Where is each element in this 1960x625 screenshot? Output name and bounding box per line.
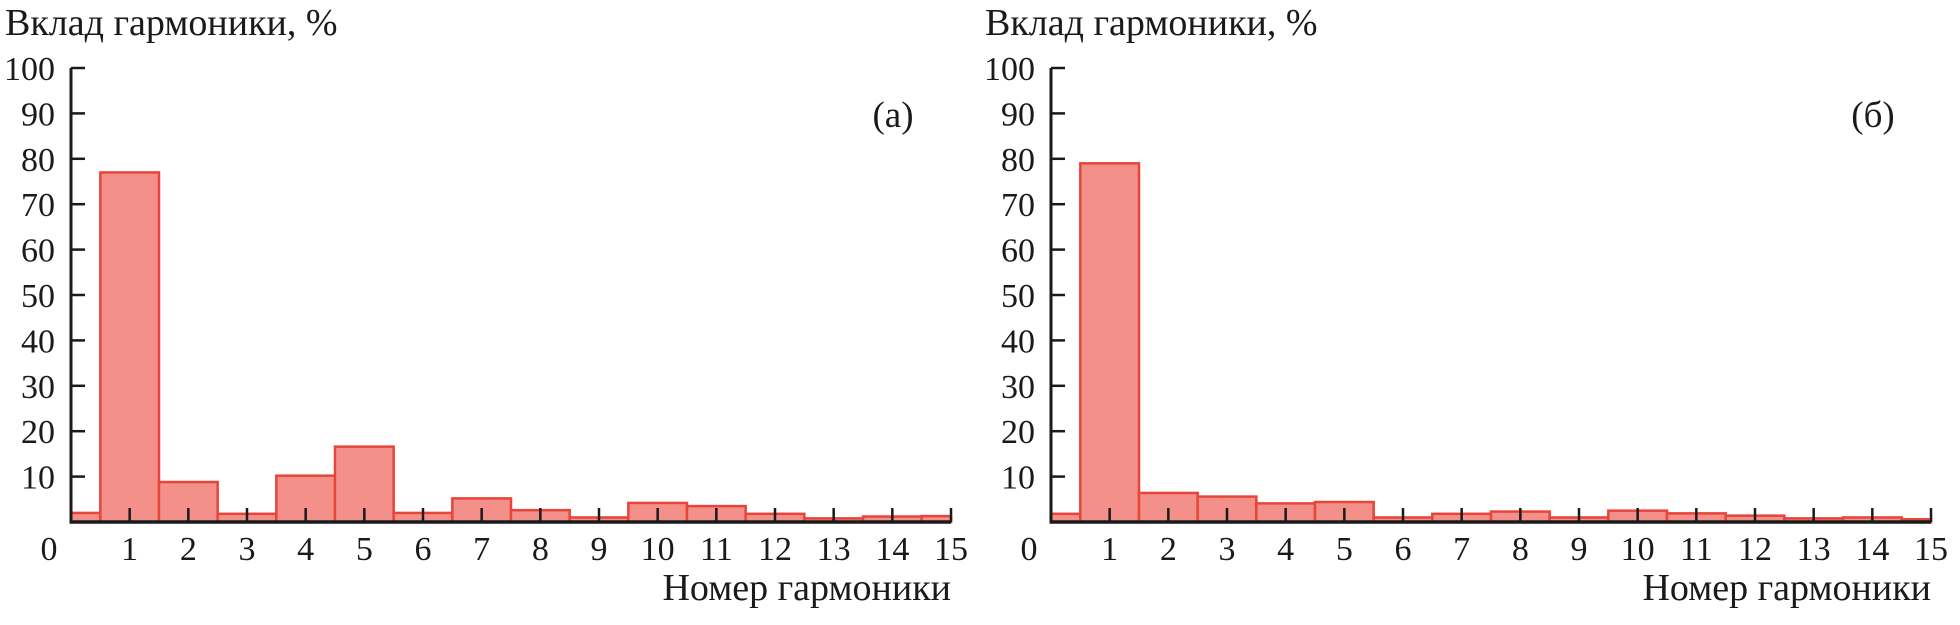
- svg-text:4: 4: [297, 531, 314, 568]
- svg-text:30: 30: [21, 369, 55, 406]
- svg-text:80: 80: [1001, 142, 1035, 179]
- svg-text:13: 13: [1797, 531, 1831, 568]
- svg-text:80: 80: [21, 142, 55, 179]
- svg-text:1: 1: [1101, 531, 1118, 568]
- svg-text:100: 100: [4, 51, 55, 88]
- svg-text:6: 6: [1395, 531, 1412, 568]
- svg-text:0: 0: [1021, 531, 1038, 568]
- svg-text:5: 5: [356, 531, 373, 568]
- svg-text:11: 11: [1680, 531, 1713, 568]
- svg-text:15: 15: [1914, 531, 1948, 568]
- svg-text:0: 0: [41, 531, 58, 568]
- svg-text:8: 8: [532, 531, 549, 568]
- svg-text:11: 11: [700, 531, 733, 568]
- svg-text:5: 5: [1336, 531, 1353, 568]
- svg-text:10: 10: [1001, 460, 1035, 497]
- svg-text:14: 14: [875, 531, 909, 568]
- panel-label-b: (б): [1851, 95, 1895, 136]
- svg-text:50: 50: [21, 278, 55, 315]
- svg-text:14: 14: [1855, 531, 1889, 568]
- svg-text:30: 30: [1001, 369, 1035, 406]
- svg-text:40: 40: [21, 323, 55, 360]
- svg-text:12: 12: [758, 531, 792, 568]
- y-axis-title-b: Вклад гармоники, %: [985, 2, 1318, 44]
- panel-b: 10 20 30 40 50 60 70 80 90 100 0 1 2 3 4 5 6 7 8 9 10 11 12 13 1…: [980, 0, 1960, 625]
- svg-text:15: 15: [934, 531, 968, 568]
- svg-text:12: 12: [1738, 531, 1772, 568]
- panel-label-a: (а): [872, 95, 914, 136]
- x-axis-label-b: Номер гармоники: [1642, 567, 1931, 609]
- svg-text:13: 13: [817, 531, 851, 568]
- svg-text:90: 90: [1001, 96, 1035, 133]
- svg-text:1: 1: [121, 531, 138, 568]
- svg-text:40: 40: [1001, 323, 1035, 360]
- svg-text:100: 100: [984, 51, 1035, 88]
- svg-text:60: 60: [21, 233, 55, 270]
- panel-a: 10 20 30 40 50 60 70 80 90 100 0 1 2 3 4 5 6 7 8 9 10 11 12 13 1…: [4, 2, 968, 609]
- svg-text:20: 20: [1001, 414, 1035, 451]
- svg-text:90: 90: [21, 96, 55, 133]
- svg-text:7: 7: [473, 531, 490, 568]
- svg-text:8: 8: [1512, 531, 1529, 568]
- svg-text:70: 70: [21, 187, 55, 224]
- svg-text:50: 50: [1001, 278, 1035, 315]
- svg-text:6: 6: [415, 531, 432, 568]
- y-axis-title-a: Вклад гармоники, %: [5, 2, 338, 44]
- svg-text:70: 70: [1001, 187, 1035, 224]
- x-axis-label-a: Номер гармоники: [662, 567, 951, 609]
- svg-text:60: 60: [1001, 233, 1035, 270]
- svg-text:4: 4: [1277, 531, 1294, 568]
- svg-text:10: 10: [1621, 531, 1655, 568]
- svg-text:7: 7: [1453, 531, 1470, 568]
- svg-text:2: 2: [180, 531, 197, 568]
- svg-text:9: 9: [1571, 531, 1588, 568]
- svg-text:20: 20: [21, 414, 55, 451]
- svg-text:10: 10: [21, 460, 55, 497]
- svg-text:3: 3: [1219, 531, 1236, 568]
- svg-text:10: 10: [641, 531, 675, 568]
- svg-text:2: 2: [1160, 531, 1177, 568]
- svg-text:3: 3: [239, 531, 256, 568]
- svg-text:9: 9: [591, 531, 608, 568]
